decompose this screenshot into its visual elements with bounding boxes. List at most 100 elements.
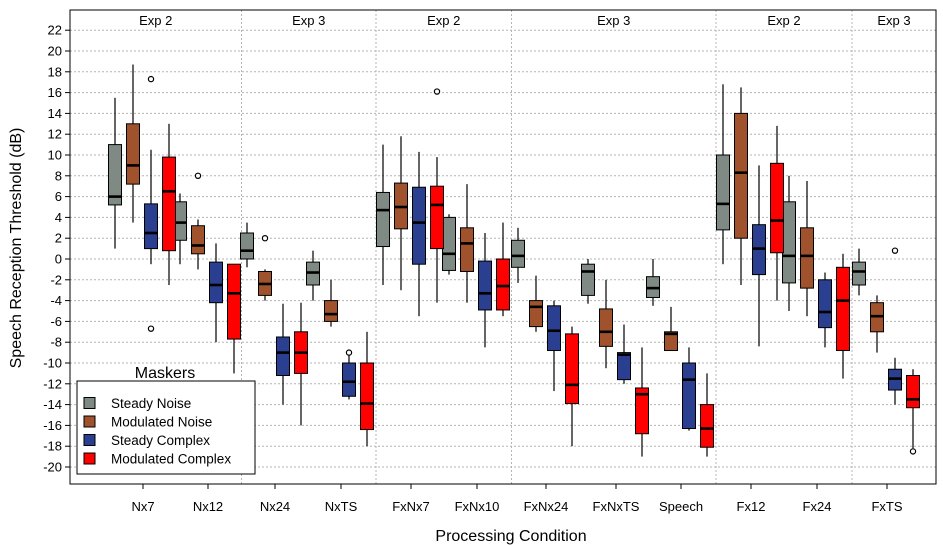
y-axis: 2220181614121086420-2-4-6-8-10-12-14-16-… [43, 23, 70, 475]
outlier-point [261, 234, 269, 242]
iqr-box [700, 404, 714, 448]
box [836, 253, 850, 379]
box-plot-series [108, 64, 920, 457]
y-tick-label: 8 [55, 168, 62, 183]
legend-item-label: Modulated Noise [111, 415, 212, 430]
iqr-box [324, 300, 338, 322]
box [581, 259, 595, 304]
iqr-box [664, 331, 678, 352]
group-label: Exp 3 [877, 13, 910, 28]
box [870, 295, 884, 353]
outlier-point [194, 172, 202, 179]
series-modulated-complex [162, 88, 920, 457]
x-tick-label: FxNx10 [455, 499, 500, 514]
iqr-box [599, 308, 613, 347]
box [342, 349, 356, 400]
y-tick-label: -18 [43, 439, 62, 454]
box [478, 233, 492, 348]
box [276, 303, 290, 405]
box [682, 347, 696, 431]
iqr-box [227, 263, 241, 340]
box [511, 227, 525, 283]
iqr-box [496, 258, 510, 311]
box [442, 214, 456, 275]
outlier-point [147, 325, 155, 332]
y-tick-label: 16 [48, 85, 62, 100]
y-tick-label: -4 [50, 293, 62, 308]
series-steady-noise [108, 84, 866, 311]
y-tick-label: 12 [48, 127, 62, 142]
box [162, 123, 176, 285]
y-tick-label: 6 [55, 189, 62, 204]
y-tick-label: 2 [55, 231, 62, 246]
iqr-box [906, 374, 920, 409]
iqr-box [734, 112, 748, 239]
iqr-box [716, 154, 730, 231]
box [191, 172, 205, 270]
iqr-box [191, 225, 205, 255]
box [617, 324, 631, 384]
box [496, 222, 510, 317]
box [227, 263, 241, 374]
box [376, 144, 390, 285]
x-tick-label: FxNx7 [392, 499, 430, 514]
legend-swatch [83, 397, 96, 409]
box [565, 326, 579, 447]
iqr-box [818, 279, 832, 329]
legend-swatch [83, 415, 96, 428]
iqr-box [360, 362, 374, 431]
legend-swatch [83, 452, 96, 465]
x-tick-label: Nx7 [131, 499, 154, 514]
box [752, 165, 766, 347]
iqr-box [581, 263, 595, 296]
y-tick-label: 14 [48, 106, 62, 121]
y-tick-label: 18 [48, 64, 62, 79]
y-tick-label: -2 [50, 272, 62, 287]
iqr-box [782, 201, 796, 284]
legend-item-label: Steady Noise [111, 396, 191, 411]
outlier-point [147, 75, 155, 83]
box [306, 250, 320, 301]
legend-swatch [83, 434, 96, 446]
box [782, 175, 796, 311]
legend-item-label: Modulated Complex [111, 452, 231, 467]
iqr-box [565, 333, 579, 405]
series-steady-complex [144, 75, 902, 431]
iqr-box [682, 362, 696, 430]
box [360, 331, 374, 447]
y-tick-label: 10 [48, 148, 62, 163]
box [294, 302, 308, 426]
x-tick-label: Fx24 [803, 499, 832, 514]
box [716, 84, 730, 265]
x-tick-label: Nx24 [260, 499, 290, 514]
x-tick-label: NxTS [325, 499, 358, 514]
box [635, 347, 649, 457]
box [770, 125, 784, 301]
y-axis-label: Speech Reception Threshold (dB) [8, 128, 25, 369]
y-tick-label: 4 [55, 210, 62, 225]
x-tick-label: Speech [659, 499, 703, 514]
box [529, 275, 543, 332]
box [108, 97, 122, 249]
box [888, 247, 902, 405]
box [412, 151, 426, 317]
iqr-box [108, 144, 122, 206]
x-axis: Nx7 Nx12 Nx24 NxTS FxNx7 FxNx10 FxNx24 FxNxTS Sp… [131, 484, 903, 514]
outlier-point [433, 88, 441, 95]
iqr-box [430, 185, 444, 250]
iqr-box [547, 305, 561, 352]
x-tick-label: Nx12 [193, 499, 223, 514]
iqr-box [511, 239, 525, 268]
box [209, 243, 223, 343]
box [700, 373, 714, 457]
iqr-box [144, 203, 158, 250]
iqr-box [209, 261, 223, 304]
y-tick-label: -14 [43, 397, 62, 412]
iqr-box [800, 227, 814, 289]
y-tick-label: -20 [43, 460, 62, 475]
iqr-box [240, 232, 254, 260]
iqr-box [162, 156, 176, 252]
group-label: Exp 3 [292, 13, 325, 28]
outlier-point [345, 349, 353, 356]
legend-box [76, 380, 256, 475]
